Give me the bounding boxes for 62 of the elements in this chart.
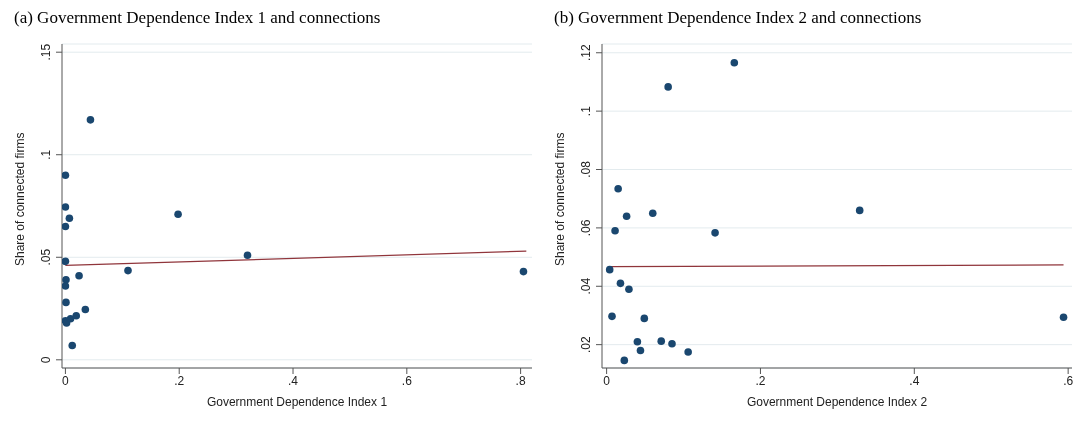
y-tick-label: .04 [579, 277, 593, 295]
x-tick-label: .4 [288, 373, 299, 388]
point [62, 298, 70, 307]
point [605, 265, 614, 274]
y-tick-label: .1 [39, 149, 53, 160]
point [243, 251, 252, 260]
x-tick-label: .2 [174, 373, 185, 388]
point [855, 206, 864, 215]
point [174, 210, 182, 218]
point [608, 312, 616, 321]
point [616, 279, 625, 288]
y-tick-label: .08 [579, 160, 593, 178]
point [620, 356, 629, 365]
point [1059, 313, 1068, 322]
x-tick-label: 0 [62, 373, 70, 388]
point [636, 346, 645, 355]
point [730, 58, 739, 67]
point [668, 339, 676, 348]
y-tick-label: .15 [39, 43, 53, 61]
point [72, 311, 81, 320]
x-tick-label: .8 [515, 373, 526, 388]
point [124, 266, 132, 275]
point [711, 229, 719, 237]
point [62, 257, 70, 266]
point [62, 171, 70, 180]
point [657, 337, 666, 345]
x-tick-label: .4 [909, 373, 920, 388]
point [65, 214, 74, 223]
chart-title: (b) Government Dependence Index 2 and connections [553, 8, 923, 29]
point [81, 305, 90, 314]
point [611, 227, 619, 235]
chart-title: (a) Government Dependence Index 1 and connections [13, 8, 382, 29]
point [614, 184, 622, 193]
point [625, 285, 633, 293]
point [519, 267, 528, 276]
point [68, 341, 77, 350]
point [62, 203, 70, 211]
x-tick-label: 0 [603, 373, 611, 388]
x-tick-label: .2 [755, 373, 766, 388]
point [66, 314, 75, 323]
y-tick-label: .1 [579, 105, 593, 117]
y-tick-label: .12 [579, 44, 593, 62]
point [640, 314, 649, 323]
point [62, 222, 70, 231]
x-tick-label: .6 [401, 373, 413, 388]
y-tick-label: .05 [39, 248, 53, 266]
point [684, 348, 692, 356]
point [648, 209, 657, 218]
y-tick-label: .02 [579, 335, 593, 353]
x-tick-label: .6 [1063, 373, 1074, 388]
y-axis-title: Share of connected firms [553, 132, 568, 266]
y-tick-label: .06 [579, 219, 593, 237]
x-axis-title: Government Dependence Index 2 [746, 395, 928, 409]
y-axis-title: Share of connected firms [13, 132, 28, 266]
point [633, 337, 642, 346]
point [62, 282, 70, 290]
y-tick-label: 0 [39, 356, 53, 364]
point [664, 83, 672, 91]
point [75, 271, 83, 280]
point [86, 116, 95, 124]
x-axis-title: Government Dependence Index 1 [206, 395, 388, 409]
point [622, 212, 631, 221]
